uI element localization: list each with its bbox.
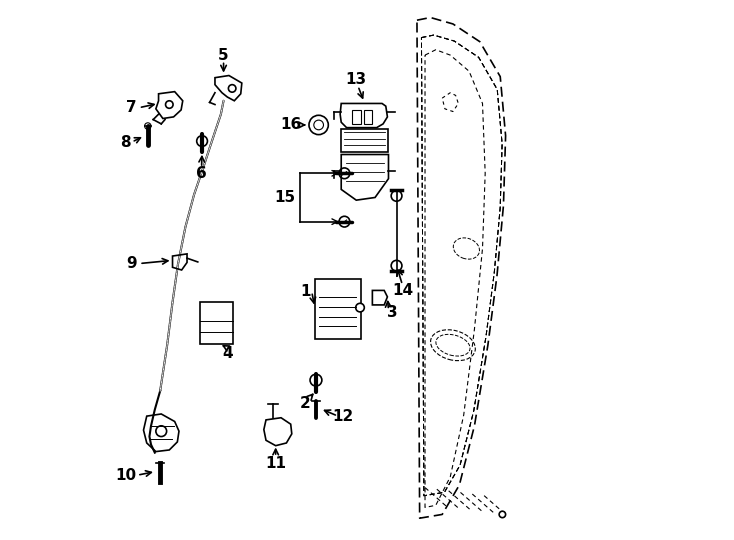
- Circle shape: [310, 374, 322, 386]
- Circle shape: [391, 260, 402, 271]
- Text: 14: 14: [392, 283, 413, 298]
- Text: 11: 11: [265, 456, 286, 471]
- Circle shape: [309, 115, 328, 134]
- Text: 9: 9: [126, 256, 137, 271]
- Text: 4: 4: [222, 346, 233, 361]
- Text: 12: 12: [333, 409, 354, 423]
- Text: 13: 13: [346, 72, 367, 87]
- Circle shape: [499, 511, 506, 518]
- Text: 7: 7: [126, 100, 137, 115]
- Text: 10: 10: [116, 468, 137, 483]
- Circle shape: [356, 303, 364, 312]
- Text: 16: 16: [280, 118, 302, 132]
- Circle shape: [339, 217, 350, 227]
- Circle shape: [145, 123, 151, 129]
- Text: 1: 1: [300, 284, 310, 299]
- Text: 8: 8: [120, 134, 131, 150]
- Text: 3: 3: [388, 306, 398, 320]
- Text: 2: 2: [300, 396, 310, 411]
- Circle shape: [391, 191, 402, 201]
- Circle shape: [339, 168, 350, 179]
- Circle shape: [197, 136, 208, 146]
- Text: 6: 6: [196, 166, 207, 181]
- Text: 5: 5: [218, 48, 229, 63]
- Text: 15: 15: [275, 190, 296, 205]
